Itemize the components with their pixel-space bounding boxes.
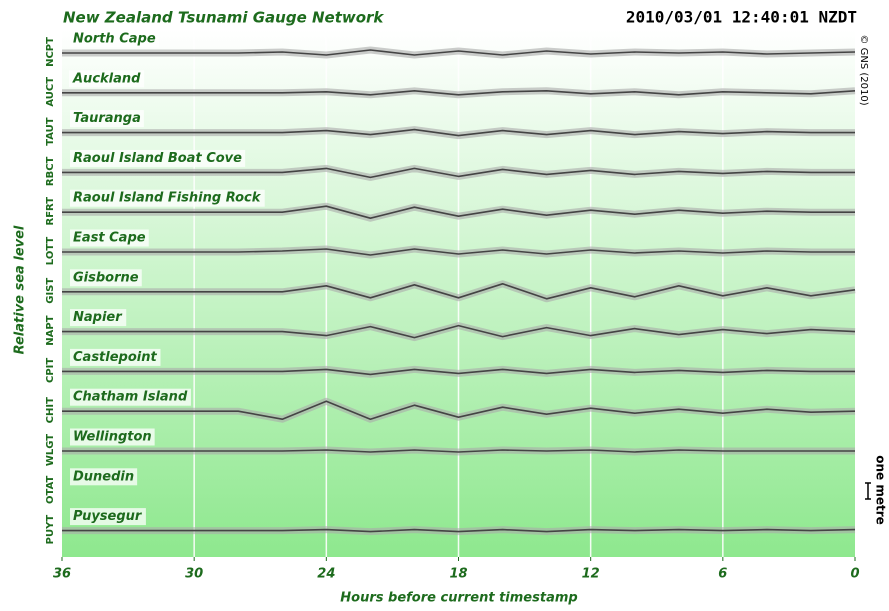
- x-tick-label: 24: [317, 567, 335, 582]
- station-code: NCPT: [45, 37, 56, 67]
- trace: [62, 49, 856, 56]
- station-code: CHIT: [45, 397, 56, 423]
- trace: [62, 324, 856, 339]
- station-name: Raoul Island Boat Cove: [73, 151, 242, 166]
- station-name: Wellington: [73, 430, 152, 445]
- station-code: TAUT: [45, 117, 56, 146]
- x-tick-label: 0: [850, 567, 859, 582]
- trace: [62, 248, 855, 256]
- station-code: AUCT: [45, 77, 56, 107]
- station-name-box: [70, 348, 161, 366]
- station-name-box: [69, 70, 145, 88]
- station-code: PUYT: [45, 515, 56, 545]
- x-axis-label: Hours before current timestamp: [340, 591, 577, 606]
- trace: [62, 449, 855, 453]
- station-code: LOTT: [45, 237, 56, 266]
- station-name-box: [70, 269, 142, 287]
- station-name-box: [70, 149, 246, 167]
- station-code: WLGT: [45, 434, 56, 466]
- timestamp: 2010/03/01 12:40:01 NZDT: [626, 8, 857, 27]
- station-name-box: [70, 468, 138, 486]
- trace: [62, 528, 856, 533]
- trace: [62, 368, 855, 376]
- trace: [62, 205, 855, 219]
- station-name: Puysegur: [73, 509, 143, 524]
- y-axis-label: Relative sea level: [13, 225, 28, 354]
- station-name-box: [70, 229, 149, 247]
- chart-title: New Zealand Tsunami Gauge Network: [63, 9, 384, 27]
- station-code: GIST: [45, 278, 56, 304]
- scale-label: one metre: [874, 455, 888, 525]
- station-name-box: [70, 388, 191, 406]
- trace: [62, 128, 855, 137]
- station-code: NAPT: [45, 315, 56, 345]
- station-name: Dunedin: [73, 469, 134, 484]
- station-name-box: [70, 508, 146, 526]
- station-code: CPIT: [45, 358, 56, 383]
- x-tick-label: 18: [449, 567, 467, 582]
- station-name: North Cape: [73, 32, 156, 47]
- trace: [62, 283, 856, 300]
- x-tick-label: 6: [718, 567, 727, 582]
- station-name: Gisborne: [73, 270, 139, 285]
- station-name: East Cape: [73, 231, 146, 246]
- trace: [62, 400, 856, 420]
- station-name: Tauranga: [73, 111, 141, 126]
- station-name-box: [70, 110, 144, 128]
- station-code: RFRT: [45, 197, 56, 226]
- station-name: Napier: [73, 310, 123, 325]
- x-tick-label: 36: [53, 567, 71, 582]
- station-name: Auckland: [72, 71, 141, 86]
- station-name: Chatham Island: [73, 390, 188, 405]
- x-tick-label: 30: [185, 567, 203, 582]
- station-name-box: [70, 309, 127, 327]
- x-tick-label: 12: [582, 567, 600, 582]
- station-name-box: [70, 428, 155, 446]
- station-code: OTAT: [45, 475, 56, 504]
- trace: [62, 167, 855, 179]
- credit: © GNS (2010): [858, 34, 869, 105]
- station-name: Castlepoint: [73, 350, 157, 365]
- trace: [62, 90, 856, 96]
- station-name-box: [70, 30, 159, 48]
- scale-bar: [865, 482, 871, 500]
- station-code: RBCT: [45, 156, 56, 186]
- station-name: Raoul Island Fishing Rock: [73, 191, 262, 206]
- station-name-box: [70, 189, 265, 207]
